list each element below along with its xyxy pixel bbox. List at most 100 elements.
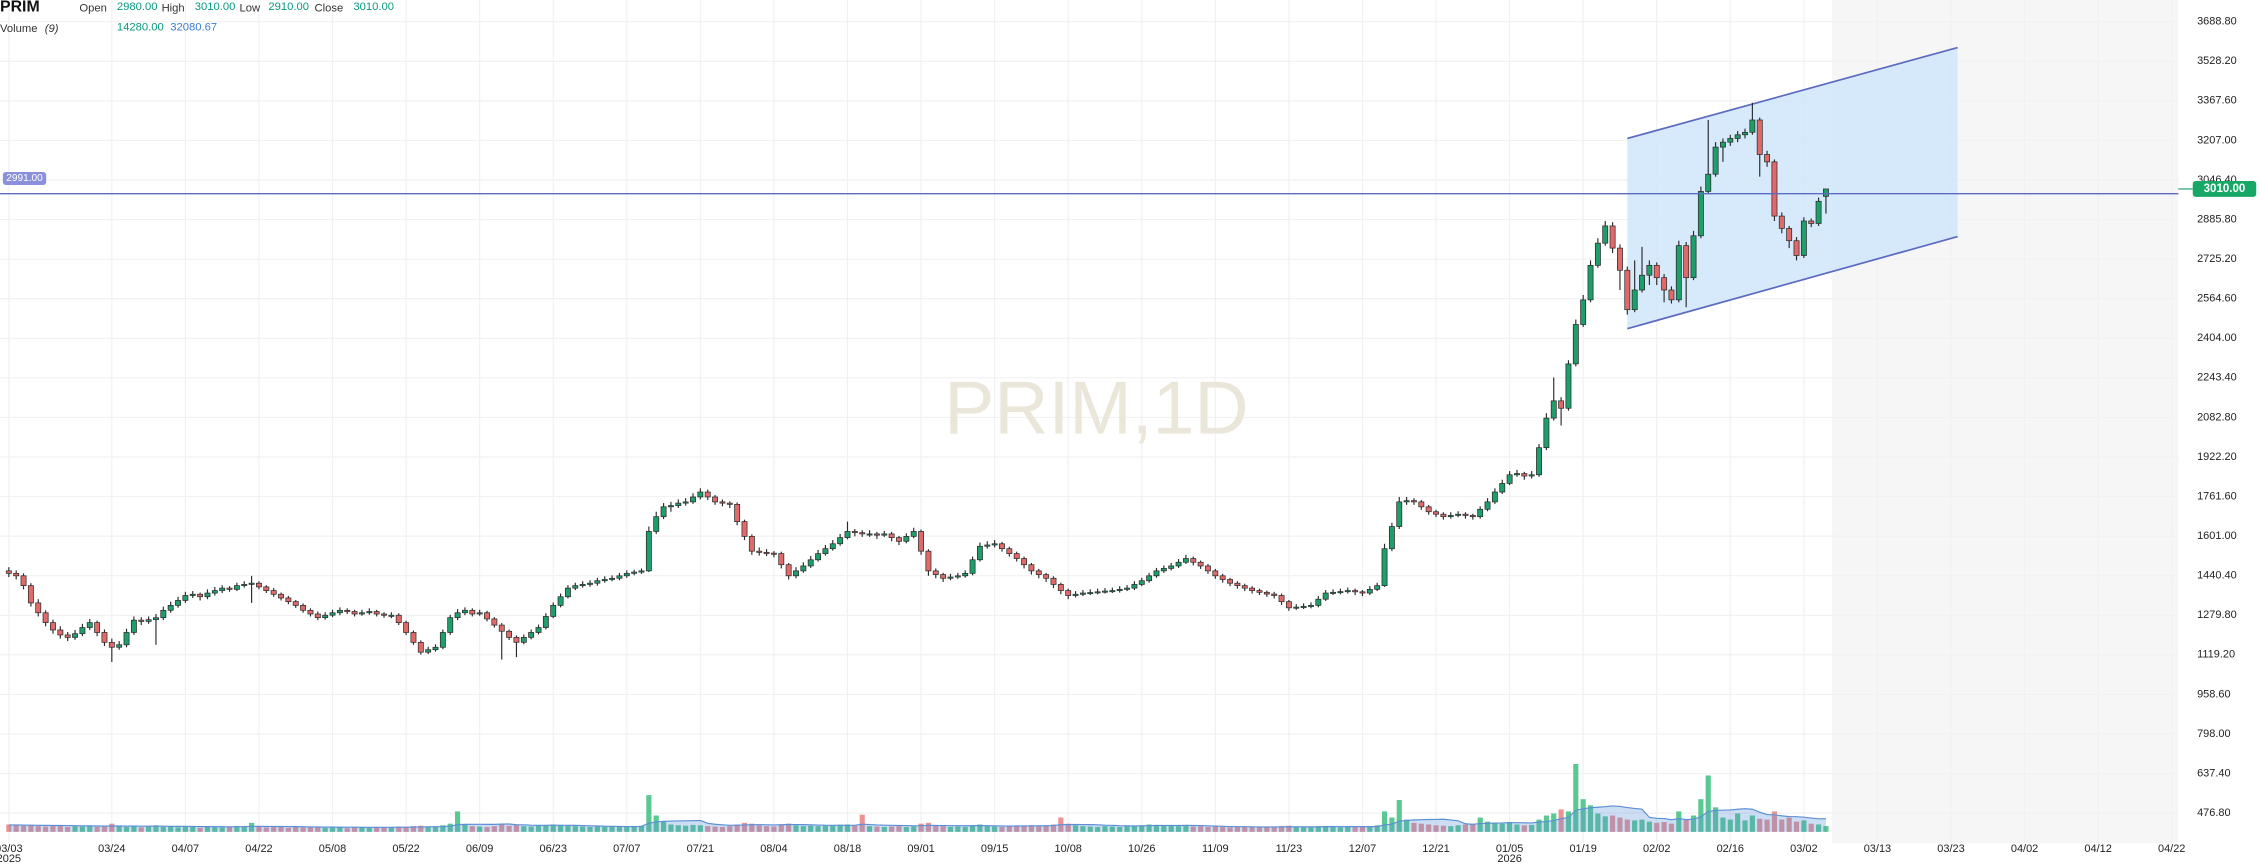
candle-body bbox=[57, 629, 64, 636]
candle-body bbox=[741, 521, 748, 537]
watermark: PRIM,1D bbox=[944, 366, 1248, 450]
candle-body bbox=[888, 533, 895, 538]
candle-body bbox=[1469, 515, 1476, 518]
open-label: Open bbox=[79, 3, 106, 15]
volume-bar bbox=[462, 824, 468, 832]
volume-bar bbox=[1234, 826, 1240, 832]
grid bbox=[0, 0, 2179, 844]
volume-bar bbox=[1330, 826, 1336, 832]
candle-body bbox=[432, 646, 439, 651]
y-tick-label: 3528.20 bbox=[2197, 55, 2237, 67]
candle-body bbox=[1594, 242, 1601, 266]
candle-body bbox=[947, 576, 954, 579]
y-tick-label: 1440.40 bbox=[2197, 570, 2237, 582]
candle-body bbox=[1447, 515, 1454, 518]
volume-bar bbox=[1521, 825, 1527, 832]
volume-bar bbox=[1727, 819, 1733, 832]
header: PRIM Open 2980.00 High 3010.00 Low 2910.… bbox=[0, 0, 394, 35]
volume-bar bbox=[1146, 824, 1152, 832]
candle-body bbox=[189, 593, 196, 596]
volume-bar bbox=[79, 826, 85, 832]
x-tick-label: 06/09 bbox=[466, 843, 493, 855]
candle-body bbox=[1337, 591, 1344, 594]
x-year-label: 2026 bbox=[1497, 853, 1521, 865]
x-tick-label: 03/03 bbox=[0, 843, 23, 855]
candle-body bbox=[50, 622, 56, 631]
volume-bar bbox=[138, 827, 144, 832]
volume-bar bbox=[734, 824, 740, 832]
volume-bar bbox=[756, 825, 762, 832]
volume-bar bbox=[830, 825, 836, 832]
volume-bar bbox=[535, 825, 542, 832]
candle-body bbox=[1734, 134, 1741, 139]
volume-bar bbox=[322, 827, 328, 832]
candle-body bbox=[439, 632, 446, 648]
volume-bar bbox=[403, 826, 409, 832]
volume-bar bbox=[366, 827, 372, 832]
volume-bar bbox=[653, 815, 659, 832]
volume-bar bbox=[1514, 824, 1520, 832]
candle-body bbox=[417, 641, 424, 653]
candle-body bbox=[1550, 400, 1557, 419]
volume-bar bbox=[521, 826, 527, 832]
y-tick-label: 958.60 bbox=[2197, 688, 2231, 700]
candle-body bbox=[20, 575, 27, 587]
candle-body bbox=[903, 536, 910, 542]
candle-body bbox=[999, 543, 1005, 550]
candle-body bbox=[447, 617, 454, 633]
candle-body bbox=[984, 544, 991, 547]
candle-body bbox=[233, 585, 240, 590]
candle-body bbox=[1300, 605, 1307, 608]
volume-bar bbox=[1536, 819, 1542, 832]
volume-bar bbox=[881, 826, 887, 832]
x-tick-label: 03/13 bbox=[1864, 843, 1891, 855]
volume-bar bbox=[337, 827, 343, 832]
volume-bar bbox=[101, 826, 108, 832]
x-tick-label: 04/12 bbox=[2084, 843, 2111, 855]
candle-body bbox=[1815, 200, 1822, 224]
volume-ma-area bbox=[8, 805, 1826, 832]
candle-body bbox=[1683, 245, 1690, 279]
volume-bar bbox=[911, 826, 917, 832]
candle-body bbox=[1065, 590, 1072, 596]
low-value: 2910.00 bbox=[268, 1, 309, 13]
candle-body bbox=[1514, 473, 1520, 476]
candle-body bbox=[35, 602, 42, 614]
candle-body bbox=[1249, 587, 1256, 591]
volume-bar bbox=[146, 826, 152, 832]
candle-body bbox=[1793, 240, 1800, 256]
volume-bar bbox=[1065, 823, 1071, 832]
volume-bar bbox=[719, 826, 726, 832]
volume-bar bbox=[1529, 824, 1535, 832]
candle-body bbox=[616, 575, 623, 579]
volume-bar bbox=[1352, 826, 1358, 832]
candle-body bbox=[918, 531, 924, 552]
volume-bar bbox=[572, 826, 578, 832]
candle-body bbox=[351, 611, 358, 615]
candle-body bbox=[86, 622, 93, 628]
volume-bar bbox=[1271, 826, 1277, 832]
candle-body bbox=[778, 553, 785, 566]
axes: 3688.80 3528.20 3367.60 3207.00 3046.40 2885.… bbox=[0, 16, 2257, 865]
volume-bar bbox=[587, 826, 593, 832]
candle-body bbox=[410, 632, 417, 643]
candle-body bbox=[1653, 264, 1660, 279]
candle-body bbox=[1138, 580, 1145, 585]
volume-bar bbox=[72, 826, 78, 832]
candle-body bbox=[1712, 146, 1719, 175]
volume-bar bbox=[712, 826, 718, 832]
candle-body bbox=[1499, 483, 1506, 493]
candle-body bbox=[1675, 245, 1682, 301]
candle-body bbox=[572, 585, 579, 589]
volume-bar bbox=[1823, 826, 1829, 832]
volume-bar bbox=[418, 825, 424, 832]
candle-body bbox=[462, 609, 468, 614]
volume-bar bbox=[410, 826, 417, 832]
volume-bar bbox=[1036, 826, 1042, 832]
y-tick-label: 3367.60 bbox=[2197, 95, 2237, 107]
volume-bar bbox=[1315, 826, 1321, 832]
volume-bar bbox=[50, 825, 56, 832]
volume-bar bbox=[197, 827, 203, 832]
candle-body bbox=[815, 553, 822, 561]
